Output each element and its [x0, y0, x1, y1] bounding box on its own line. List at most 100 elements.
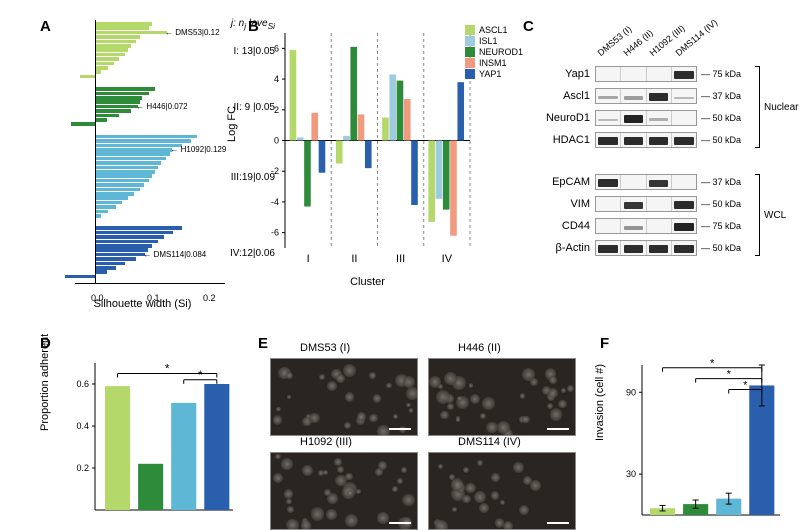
silhouette-bar	[95, 179, 149, 183]
svg-text:I: I	[307, 253, 310, 265]
annotation-arrow: ← H446|0.072	[136, 102, 187, 111]
panel-e-micrographs: DMS53 (I)H446 (II)H1092 (III)DMS114 (IV)	[270, 340, 580, 525]
panel-d-ylabel: Proportion adherent	[39, 334, 51, 431]
silhouette-bar	[95, 183, 144, 187]
panel-a-tick: 0.2	[203, 293, 216, 303]
silhouette-bar	[95, 135, 197, 139]
bar-chart-d: 0.20.40.6**	[60, 345, 238, 520]
panel-a-tick: 0.0	[91, 293, 104, 303]
svg-text:*: *	[198, 368, 203, 382]
silhouette-bar	[95, 235, 164, 239]
annotation-arrow: ← H1092|0.129	[170, 145, 226, 154]
svg-text:-6: -6	[271, 228, 279, 238]
silhouette-bar	[95, 270, 107, 274]
wb-row: CD44— 75 kDa	[540, 218, 741, 234]
wb-row: HDAC1— 50 kDa	[540, 132, 741, 148]
silhouette-bar	[95, 192, 134, 196]
annotation-arrow: ← DMS114|0.084	[143, 250, 206, 259]
svg-text:30: 30	[626, 469, 636, 479]
silhouette-bar	[65, 275, 95, 279]
silhouette-bar	[95, 26, 149, 30]
silhouette-bar	[95, 231, 173, 235]
bar-chart: -6-4-20246IIIIIIIV	[260, 28, 475, 273]
svg-text:-2: -2	[271, 166, 279, 176]
micrograph-label: DMS53 (I)	[300, 342, 350, 354]
silhouette-bar	[80, 75, 95, 79]
micrograph	[428, 452, 576, 530]
silhouette-bar	[95, 152, 170, 156]
svg-text:2: 2	[274, 105, 279, 115]
silhouette-bar	[95, 40, 136, 44]
svg-text:III: III	[396, 253, 405, 265]
wb-bracket	[755, 66, 760, 148]
silhouette-bar	[95, 240, 158, 244]
micrograph	[270, 358, 418, 436]
wb-row: Yap1— 75 kDa	[540, 66, 741, 82]
wb-bracket	[755, 174, 760, 256]
silhouette-bar	[95, 44, 131, 48]
svg-text:90: 90	[626, 387, 636, 397]
panel-a-xlabel: Silhouette width (Si)	[94, 298, 192, 310]
silhouette-bar	[95, 253, 145, 257]
panel-a: I: 13|0.05II: 9 |0.05III:19|0.09IV:12|0.…	[55, 20, 230, 305]
micrograph-label: DMS114 (IV)	[458, 436, 521, 448]
svg-text:6: 6	[274, 43, 279, 53]
silhouette-bar	[95, 196, 128, 200]
wb-row: VIM— 50 kDa	[540, 196, 741, 212]
panel-b-xlabel: Cluster	[350, 276, 385, 288]
silhouette-bar	[95, 244, 152, 248]
silhouette-bar	[95, 166, 158, 170]
panel-f-ylabel: Invasion (cell #)	[594, 364, 606, 441]
panel-d: 0.20.40.6** Proportion adherent	[60, 345, 238, 520]
svg-text:-4: -4	[271, 197, 279, 207]
panel-f-label: F	[600, 335, 609, 352]
svg-text:IV: IV	[442, 253, 453, 265]
panel-b-ylabel: Log FC	[226, 105, 238, 141]
micrograph-label: H446 (II)	[458, 342, 501, 354]
silhouette-bar	[95, 148, 172, 152]
wb-row: β-Actin— 50 kDa	[540, 240, 741, 256]
svg-text:0.2: 0.2	[76, 463, 89, 473]
silhouette-bar	[95, 62, 114, 66]
panel-b: -6-4-20246IIIIIIIV Cluster Log FC	[260, 28, 475, 273]
silhouette-bar	[95, 188, 140, 192]
bar-chart-f: 3090***	[610, 340, 785, 525]
silhouette-bar	[95, 248, 148, 252]
silhouette-bar	[95, 114, 119, 118]
svg-text:4: 4	[274, 74, 279, 84]
silhouette-bar	[95, 96, 142, 100]
silhouette-bar	[95, 157, 166, 161]
silhouette-bar	[95, 144, 182, 148]
silhouette-bar	[95, 170, 155, 174]
silhouette-bar	[95, 92, 149, 96]
wb-row: NeuroD1— 50 kDa	[540, 110, 741, 126]
silhouette-bar	[95, 210, 108, 214]
silhouette-bar	[95, 53, 125, 57]
svg-text:*: *	[727, 369, 732, 381]
silhouette-bar	[95, 226, 182, 230]
micrograph	[428, 358, 576, 436]
silhouette-bar	[95, 174, 152, 178]
silhouette-bar	[95, 105, 138, 109]
svg-text:0.4: 0.4	[76, 421, 89, 431]
panel-f: 3090*** Invasion (cell #)	[610, 340, 785, 525]
silhouette-bar	[95, 262, 125, 266]
svg-text:0: 0	[274, 136, 279, 146]
silhouette-bar	[95, 100, 140, 104]
silhouette-bar	[95, 31, 167, 35]
silhouette-bar	[95, 57, 119, 61]
silhouette-bar	[95, 66, 108, 70]
micrograph	[270, 452, 418, 530]
panel-c-westernblot: DMS53 (I)H446 (II)H1092 (III)DMS114 (IV)…	[540, 18, 785, 308]
panel-a-tick: 0.1	[147, 293, 160, 303]
silhouette-bar	[95, 201, 122, 205]
panel-c-label: C	[523, 18, 534, 35]
legend-item: ASCL1	[465, 25, 523, 35]
svg-text:*: *	[743, 380, 748, 392]
annotation-arrow: ← DMS53|0.12	[165, 28, 220, 37]
panel-e-label: E	[258, 335, 268, 352]
legend-item: ISL1	[465, 36, 523, 46]
legend-item: INSM1	[465, 58, 523, 68]
silhouette-bar	[95, 118, 107, 122]
wb-row: EpCAM— 37 kDa	[540, 174, 741, 190]
